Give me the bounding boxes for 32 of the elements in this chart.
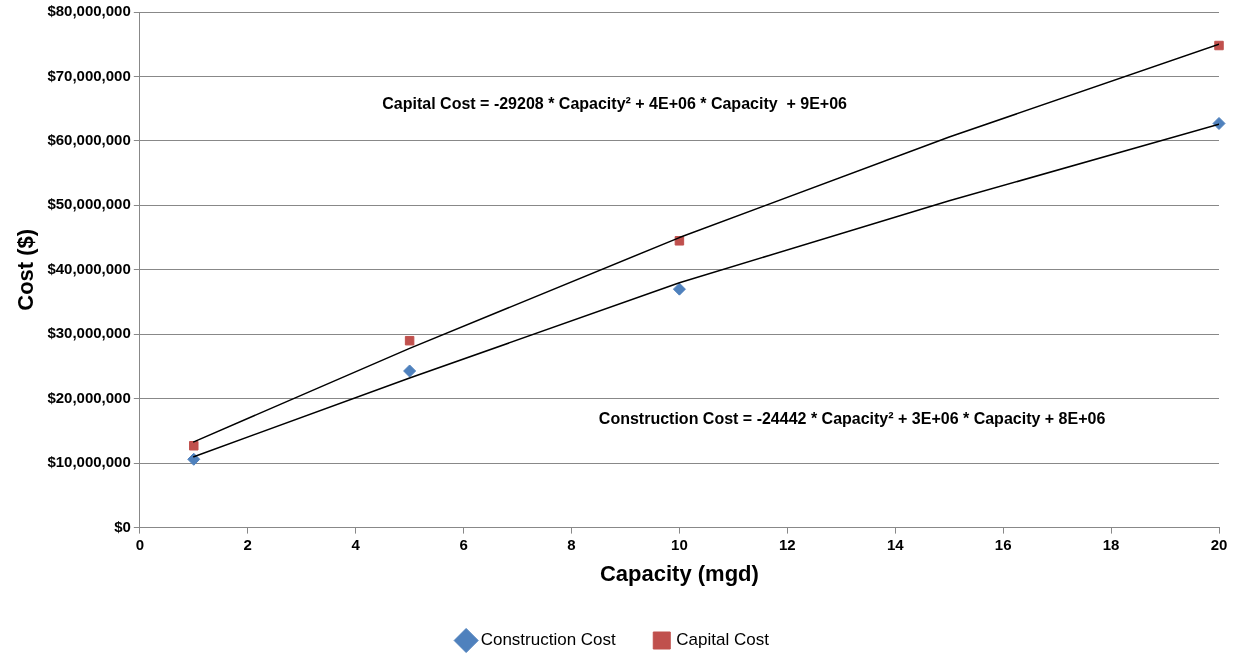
legend-label: Construction Cost — [480, 630, 617, 650]
x-tick-label: 10 — [671, 535, 688, 553]
x-tick-label: 2 — [243, 535, 252, 553]
x-tick-label: 16 — [994, 535, 1012, 553]
point — [1214, 40, 1224, 51]
legend-label: Capital Cost — [676, 630, 770, 650]
y-tick-label: $30,000,000 — [47, 324, 131, 342]
y-axis-title: Cost ($) — [13, 228, 39, 311]
point — [404, 335, 415, 346]
x-tick-label: 8 — [567, 535, 576, 553]
y-tick-label: $10,000,000 — [47, 453, 131, 471]
x-tick-label: 20 — [1210, 535, 1228, 553]
y-tick-label: $80,000,000 — [47, 2, 131, 20]
x-tick-label: 6 — [459, 535, 468, 553]
y-tick-label: $20,000,000 — [47, 388, 131, 406]
point — [403, 364, 417, 378]
x-tick-label: 12 — [778, 535, 796, 553]
y-tick-label: $70,000,000 — [47, 66, 131, 84]
y-tick-label: $60,000,000 — [47, 131, 131, 149]
annotation: Capital Cost = -29208 * Capacity² + 4E+06 * Capacity + 9E+06 — [382, 95, 848, 113]
x-tick-label: 18 — [1102, 535, 1120, 553]
point — [187, 452, 201, 466]
x-axis-title: Capacity (mgd) — [599, 560, 759, 586]
x-tick-label: 4 — [351, 535, 361, 553]
x-tick-label: 14 — [886, 535, 905, 553]
point — [189, 441, 199, 451]
point — [672, 282, 686, 296]
annotation: Construction Cost = -24442 * Capacity² + 3E+06 * Capacity + 8E+06 — [598, 409, 1106, 427]
y-tick-label: $40,000,000 — [47, 259, 131, 277]
y-tick-label: $0 — [114, 517, 131, 535]
x-tick-label: 0 — [135, 535, 144, 553]
y-tick-label: $50,000,000 — [47, 195, 131, 213]
